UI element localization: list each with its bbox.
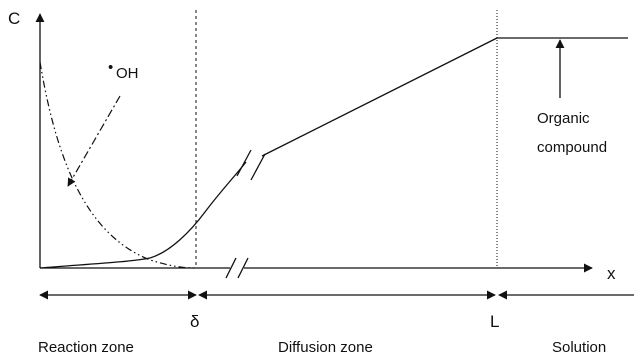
organic-compound-curve-reaction-zone [39, 161, 247, 269]
x-axis-break-gap [230, 258, 244, 278]
x-axis-break-mark-1 [225, 257, 237, 279]
oh-radical-label: OH [116, 65, 139, 82]
solution-zone-label: Solution [552, 339, 606, 356]
organic-compound-curve-diffusion-zone [261, 37, 498, 157]
curve-break-mark-1 [236, 149, 252, 177]
oh-pointer-arrow [67, 95, 121, 187]
x-axis-label: x [607, 264, 616, 283]
y-axis-label: C [8, 9, 20, 28]
delta-label: δ [190, 312, 199, 331]
oh-radical-dot: • [108, 59, 113, 76]
L-label: L [490, 312, 499, 331]
reaction-zone-label: Reaction zone [38, 339, 134, 356]
x-axis-break-mark-2 [237, 257, 249, 279]
oh-radical-curve [39, 61, 197, 269]
organic-compound-label-line1: Organic [537, 110, 590, 127]
organic-compound-label-line2: compound [537, 139, 607, 156]
curve-break-mark-2 [250, 153, 266, 181]
diffusion-zone-label: Diffusion zone [278, 339, 373, 356]
